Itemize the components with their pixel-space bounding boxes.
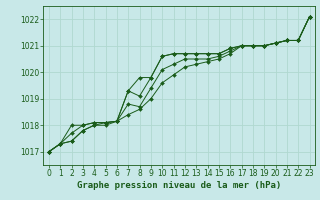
X-axis label: Graphe pression niveau de la mer (hPa): Graphe pression niveau de la mer (hPa) <box>77 181 281 190</box>
